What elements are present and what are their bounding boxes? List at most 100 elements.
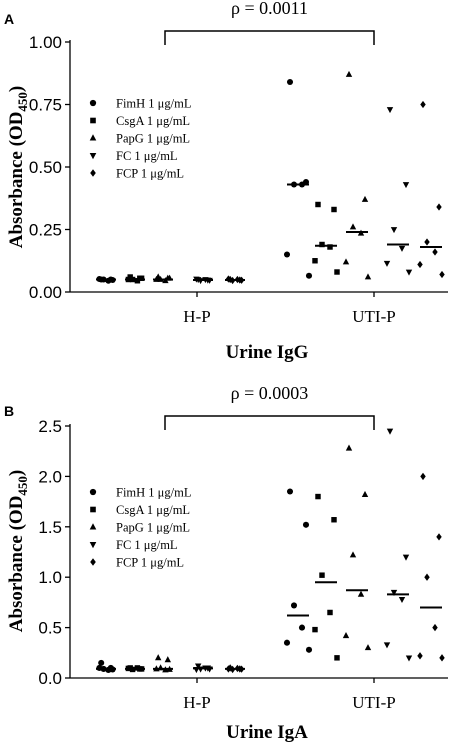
panel-b: B 0.0 0.5 1.0 1.5 2.0 2.5 H-P UTI-P Absorbance (O… (4, 383, 448, 743)
legend-entry: CsgA 1 μg/mL (116, 503, 190, 517)
significance-label: ρ = 0.0011 (231, 0, 308, 18)
data-point (405, 655, 413, 662)
data-point (424, 238, 430, 246)
data-point (138, 275, 145, 281)
data-point (302, 521, 310, 528)
data-point (155, 654, 162, 661)
data-point (345, 444, 353, 451)
data-point (315, 493, 321, 500)
data-point (424, 573, 430, 581)
x-axis-title: Urine IgG (226, 342, 309, 363)
data-point (342, 631, 350, 639)
data-point (417, 652, 423, 660)
data-point (290, 602, 298, 609)
legend-entry: FimH 1 μg/mL (116, 97, 191, 111)
data-point (286, 488, 294, 495)
data-point (298, 624, 306, 631)
data-point (432, 248, 438, 256)
data-point (364, 273, 372, 280)
legend-marker (89, 153, 97, 160)
x-category-label: H-P (183, 693, 210, 712)
legend-marker (90, 506, 96, 513)
data-point (349, 223, 357, 230)
data-point (390, 589, 398, 596)
data-point (436, 203, 442, 211)
y-tick-label: 0.75 (29, 96, 62, 115)
data-point (315, 201, 321, 208)
data-point (420, 100, 426, 109)
data-point (345, 70, 353, 77)
data-point (439, 270, 445, 279)
data-point (383, 260, 391, 267)
data-point (432, 623, 438, 632)
data-point (398, 596, 406, 604)
data-point (361, 195, 369, 202)
y-tick-label: 2.5 (38, 417, 62, 436)
data-point (319, 241, 325, 248)
y-axis-label-end: ) (6, 470, 27, 476)
legend-entry: FimH 1 μg/mL (116, 486, 191, 500)
y-axis-label-text: Absorbance (OD (6, 496, 27, 633)
data-point (334, 269, 340, 275)
legend-entry: PapG 1 μg/mL (116, 521, 190, 535)
y-tick-label: 1.00 (29, 33, 62, 52)
data-point (164, 656, 171, 663)
data-point (98, 659, 105, 666)
data-point (364, 644, 372, 651)
data-point (405, 269, 413, 276)
data-point (312, 626, 318, 633)
data-point (357, 590, 365, 597)
x-axis-title: Urine IgA (226, 722, 308, 743)
legend-entry: CsgA 1 μg/mL (116, 114, 190, 128)
data-point (283, 639, 291, 646)
data-point (319, 572, 325, 578)
y-tick-label: 0.0 (38, 669, 62, 688)
data-point (305, 646, 313, 653)
data-point (331, 206, 337, 213)
legend-marker (90, 558, 96, 566)
panel-letter: A (4, 11, 14, 27)
data-point (305, 272, 313, 279)
data-point (312, 258, 318, 264)
data-point (398, 245, 406, 252)
y-axis-label: Absorbance (OD450) (6, 86, 30, 249)
panel-a: A 0.00 0.25 0.50 0.75 1.00 H-P UTI-P Absorbance … (4, 0, 448, 363)
y-tick-label: 0.5 (38, 619, 62, 638)
data-point (96, 664, 103, 671)
data-point (286, 78, 294, 86)
data-point (439, 654, 445, 662)
data-point (386, 107, 394, 114)
data-point (342, 258, 350, 265)
legend-marker (89, 523, 97, 530)
data-point (334, 655, 340, 661)
y-tick-label: 2.0 (38, 467, 62, 486)
legend-marker (89, 488, 97, 496)
legend-marker (89, 542, 97, 549)
panel-letter: B (4, 403, 14, 419)
legend-entry: PapG 1 μg/mL (116, 132, 190, 146)
legend-marker (89, 134, 97, 141)
data-point (283, 251, 291, 258)
data-point (402, 182, 410, 189)
y-axis-label-subscript: 450 (15, 476, 30, 496)
data-point (331, 517, 337, 523)
legend-entry: FCP 1 μg/mL (116, 167, 184, 181)
data-point (349, 551, 357, 558)
data-point (134, 278, 141, 284)
significance-bracket (164, 415, 375, 430)
y-tick-label: 1.0 (38, 568, 62, 587)
data-point (402, 554, 410, 561)
data-point (383, 642, 391, 649)
y-axis-label: Absorbance (OD450) (6, 470, 30, 633)
legend-marker (90, 117, 96, 124)
x-category-label: UTI-P (352, 307, 395, 326)
y-tick-label: 0.00 (29, 283, 62, 302)
data-point (386, 428, 394, 435)
y-tick-label: 1.5 (38, 518, 62, 537)
data-point (436, 533, 442, 541)
data-point (361, 490, 369, 497)
significance-bracket (164, 30, 375, 45)
legend-marker (89, 99, 97, 107)
data-point (417, 260, 423, 269)
